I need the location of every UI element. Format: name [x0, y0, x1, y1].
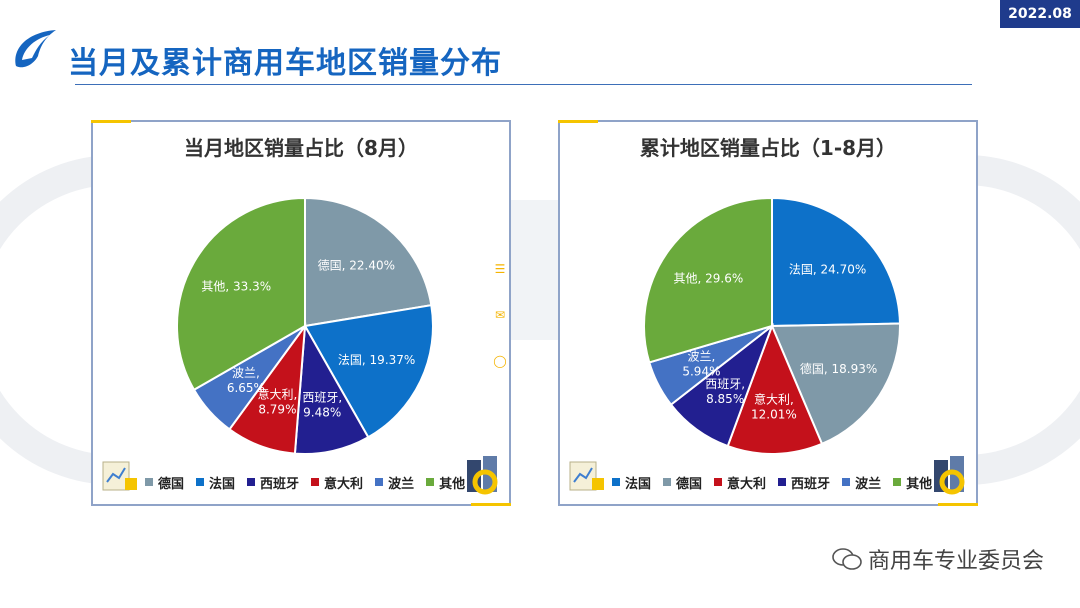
pie-slice-2	[726, 323, 824, 455]
legend-label: 西班牙	[260, 476, 300, 492]
legend-item: 波兰	[375, 473, 414, 492]
legend-label: 意大利	[727, 476, 767, 492]
side-icon-column-left: ☰ ✉ ◯	[493, 262, 507, 400]
legend-swatch	[426, 478, 435, 486]
pie-slice-label: 西班牙, 8.85%	[705, 377, 745, 406]
legend-swatch	[714, 478, 723, 486]
stats-illustration-icon	[467, 456, 498, 495]
monthly-pie-chart: 德国, 22.40% 法国, 19.37% 西班牙, 9.48%意大利, 8.79%波兰…	[176, 196, 434, 455]
pie-slice-label: 波兰, 6.65%	[227, 366, 265, 395]
pie-slice-label: 意大利, 8.79%	[257, 386, 297, 416]
pie-slice-0	[304, 196, 433, 328]
legend-label: 西班牙	[791, 476, 831, 492]
pie-slice-0	[771, 196, 901, 328]
legend-item: 德国	[145, 473, 184, 492]
pie-slice-label: 德国, 22.40%	[318, 257, 395, 272]
pie-slice-label: 其他, 29.6%	[674, 272, 744, 286]
date-badge: 2022.08	[1000, 0, 1080, 28]
menu-icon: ☰	[494, 262, 506, 276]
chart-title: 累计地区销量占比（1-8月）	[639, 136, 897, 160]
monthly-chart-panel: 当月地区销量占比（8月） 德国, 22.40% 法国, 19.37% 西班牙, 9.4…	[91, 120, 511, 506]
legend-label: 意大利	[324, 476, 364, 492]
legend-swatch	[663, 478, 672, 486]
pie-slice-2	[293, 322, 370, 455]
legend-item: 其他	[426, 473, 465, 492]
legend-label: 法国	[625, 476, 652, 492]
legend-label: 德国	[676, 476, 703, 492]
legend-item: 德国	[663, 473, 702, 492]
legend-item: 意大利	[714, 473, 766, 492]
legend-swatch	[893, 478, 902, 486]
report-illustration-icon	[102, 461, 137, 491]
legend-label: 波兰	[388, 476, 415, 492]
chart-title: 当月地区销量占比（8月）	[184, 136, 418, 160]
legend-item: 法国	[196, 473, 235, 492]
legend-swatch	[145, 478, 153, 486]
pie-slice-label: 法国, 24.70%	[789, 262, 866, 276]
legend-swatch	[196, 478, 205, 486]
mail-icon: ✉	[494, 308, 506, 322]
pie-slice-1	[303, 304, 434, 439]
footer-source: 商用车专业委员会	[832, 543, 1044, 575]
legend-label: 波兰	[855, 476, 882, 492]
legend-item: 西班牙	[778, 473, 830, 492]
report-illustration-icon	[569, 461, 604, 491]
pie-slice-label: 德国, 18.93%	[800, 361, 877, 376]
pie-slice-label: 意大利, 12.01%	[751, 391, 797, 421]
location-icon: ◯	[493, 354, 507, 368]
cumulative-chart-panel: 累计地区销量占比（1-8月） 法国, 24.70% 德国, 18.93% 意大利, 1…	[558, 120, 978, 506]
legend-swatch	[612, 478, 620, 486]
legend-swatch	[375, 478, 384, 486]
legend-label: 其他	[439, 476, 466, 492]
legend-item: 其他	[893, 473, 932, 492]
page-title: 当月及累计商用车地区销量分布	[68, 46, 502, 81]
pie-slice-label: 波兰, 5.94%	[682, 349, 720, 378]
legend-item: 波兰	[842, 473, 881, 492]
legend-swatch	[842, 478, 851, 486]
pie-slice-5	[643, 196, 773, 364]
pie-slice-label: 西班牙, 9.48%	[302, 390, 342, 419]
legend-swatch	[778, 478, 787, 486]
pie-slice-label: 法国, 19.37%	[338, 353, 415, 367]
title-divider	[75, 84, 972, 85]
legend-label: 其他	[906, 476, 933, 492]
pie-slice-label: 其他, 33.3%	[201, 279, 271, 293]
legend-swatch	[247, 478, 256, 486]
pie-slice-5	[176, 196, 306, 392]
legend-label: 德国	[158, 476, 185, 492]
chart-legend: 法国 德国 意大利 西班牙 波兰 其他	[612, 472, 932, 492]
legend-item: 意大利	[311, 473, 363, 492]
legend-label: 法国	[209, 476, 236, 492]
logo-icon	[15, 30, 56, 68]
cumulative-pie-chart: 法国, 24.70% 德国, 18.93%意大利, 12.01%西班牙, 8.85%波…	[643, 196, 901, 455]
legend-swatch	[311, 478, 320, 486]
chart-legend: 德国 法国 西班牙 意大利 波兰 其他	[145, 472, 465, 492]
legend-item: 西班牙	[247, 473, 299, 492]
stats-illustration-icon	[934, 456, 965, 495]
footer-source-text: 商用车专业委员会	[867, 549, 1044, 574]
pie-slice-1	[770, 322, 901, 446]
legend-item: 法国	[612, 473, 651, 492]
wechat-icon	[832, 548, 862, 570]
